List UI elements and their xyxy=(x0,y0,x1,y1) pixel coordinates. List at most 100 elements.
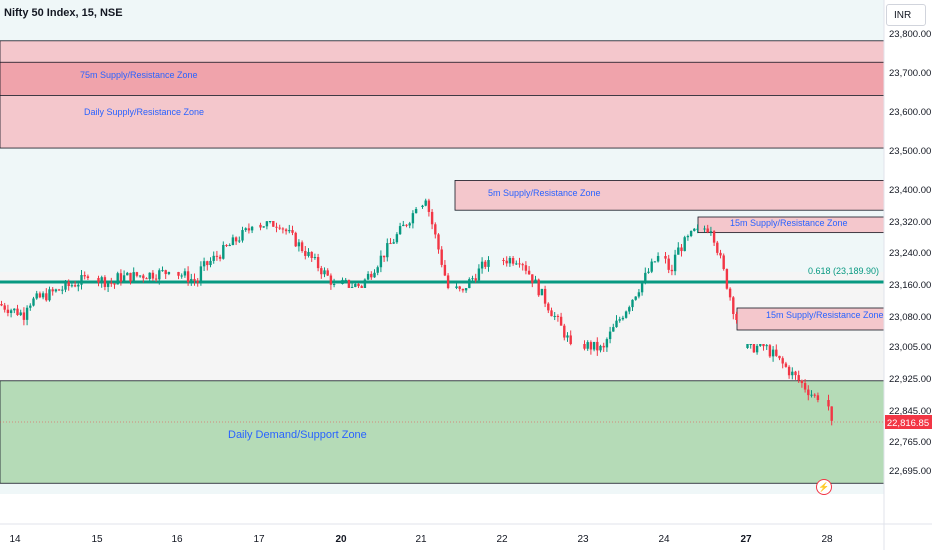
candle-body xyxy=(180,275,183,277)
candle-body xyxy=(238,240,241,242)
candle-body xyxy=(505,260,508,264)
candle-body xyxy=(148,272,151,279)
candle-body xyxy=(477,268,481,281)
candle-body xyxy=(728,288,732,298)
candle-body xyxy=(471,278,474,280)
candle-body xyxy=(474,278,477,281)
candle-body xyxy=(559,316,563,326)
candle-body xyxy=(709,231,713,233)
candle-body xyxy=(183,271,187,276)
candle-body xyxy=(531,274,534,283)
candle-body xyxy=(608,331,612,340)
candle-body xyxy=(527,270,531,275)
candle-body xyxy=(794,371,797,376)
candle-body xyxy=(329,275,333,285)
candle-body xyxy=(656,256,660,262)
price-tick-label: 23,240.00 xyxy=(889,248,931,259)
fib-0618-label: 0.618 (23,189.90) xyxy=(808,266,879,276)
candle-body xyxy=(556,315,560,317)
flash-icon[interactable]: ⚡ xyxy=(816,479,832,495)
candle-body xyxy=(732,297,735,315)
zone-daily-demand-box[interactable] xyxy=(0,380,885,484)
price-tick-label: 23,500.00 xyxy=(889,146,931,157)
price-tick-label: 23,005.00 xyxy=(889,342,931,353)
candle-body xyxy=(154,278,158,280)
candle-body xyxy=(468,279,471,289)
candle-body xyxy=(116,273,119,285)
candle-body xyxy=(350,286,354,288)
price-tick-label: 23,320.00 xyxy=(889,217,931,228)
candle-body xyxy=(373,272,376,278)
candle-body xyxy=(275,226,278,228)
candle-body xyxy=(583,344,586,349)
candle-body xyxy=(408,223,411,226)
candle-body xyxy=(73,285,77,287)
candle-body xyxy=(816,395,820,400)
price-tick-label: 23,080.00 xyxy=(889,312,931,323)
candle-body xyxy=(212,255,215,261)
candle-body xyxy=(722,255,725,270)
candle-body xyxy=(455,286,458,288)
candle-body xyxy=(209,260,212,266)
candle-body xyxy=(0,304,3,306)
candle-body xyxy=(703,228,706,230)
candle-body xyxy=(813,394,816,396)
candle-body xyxy=(354,284,357,287)
candle-body xyxy=(618,319,621,321)
candle-body xyxy=(272,221,275,227)
candle-body xyxy=(48,289,51,301)
candle-body xyxy=(284,229,288,232)
candle-body xyxy=(524,265,528,271)
time-tick-label: 17 xyxy=(253,534,265,545)
candle-body xyxy=(366,273,370,280)
candle-body xyxy=(634,296,637,300)
candle-body xyxy=(225,244,228,246)
candle-body xyxy=(440,249,443,265)
candle-body xyxy=(215,255,219,257)
candle-body xyxy=(77,284,80,287)
candle-body xyxy=(135,272,139,276)
candle-body xyxy=(502,260,505,261)
time-tick-label: 23 xyxy=(577,534,589,545)
candle-body xyxy=(673,254,677,272)
candle-body xyxy=(755,345,759,353)
candle-body xyxy=(434,224,437,235)
candle-body xyxy=(9,310,13,313)
candle-body xyxy=(332,284,336,285)
candle-body xyxy=(667,258,670,270)
price-tick-label: 22,845.00 xyxy=(889,406,931,417)
candle-body xyxy=(752,344,756,353)
candle-body xyxy=(177,272,180,276)
symbol-title: Nifty 50 Index, 15, NSE xyxy=(4,7,123,19)
candle-body xyxy=(16,308,19,316)
candle-body xyxy=(521,264,524,266)
candle-body xyxy=(113,283,116,285)
candle-body xyxy=(427,200,431,212)
candle-body xyxy=(100,277,103,283)
candle-body xyxy=(508,258,512,264)
candle-body xyxy=(110,282,113,284)
candle-body xyxy=(262,226,265,228)
candle-body xyxy=(621,317,625,320)
candle-body xyxy=(511,258,515,264)
candle-body xyxy=(563,325,566,338)
candle-body xyxy=(54,289,58,292)
zone-75m-supply-box[interactable] xyxy=(0,61,885,96)
candle-body xyxy=(550,310,553,317)
candle-body xyxy=(589,342,593,350)
candle-body xyxy=(320,268,323,275)
candle-body xyxy=(712,231,716,243)
candle-body xyxy=(326,270,329,276)
candle-body xyxy=(228,245,231,247)
candle-body xyxy=(190,278,193,283)
candle-body xyxy=(22,312,26,320)
candle-body xyxy=(218,256,222,259)
candle-body xyxy=(360,286,363,288)
currency-button[interactable]: INR xyxy=(886,4,926,26)
candle-body xyxy=(547,303,550,311)
last-price-tag xyxy=(885,415,932,429)
candle-body xyxy=(677,247,680,255)
zone-daily-supply-label: Daily Supply/Resistance Zone xyxy=(84,107,204,117)
candle-body xyxy=(716,242,719,253)
